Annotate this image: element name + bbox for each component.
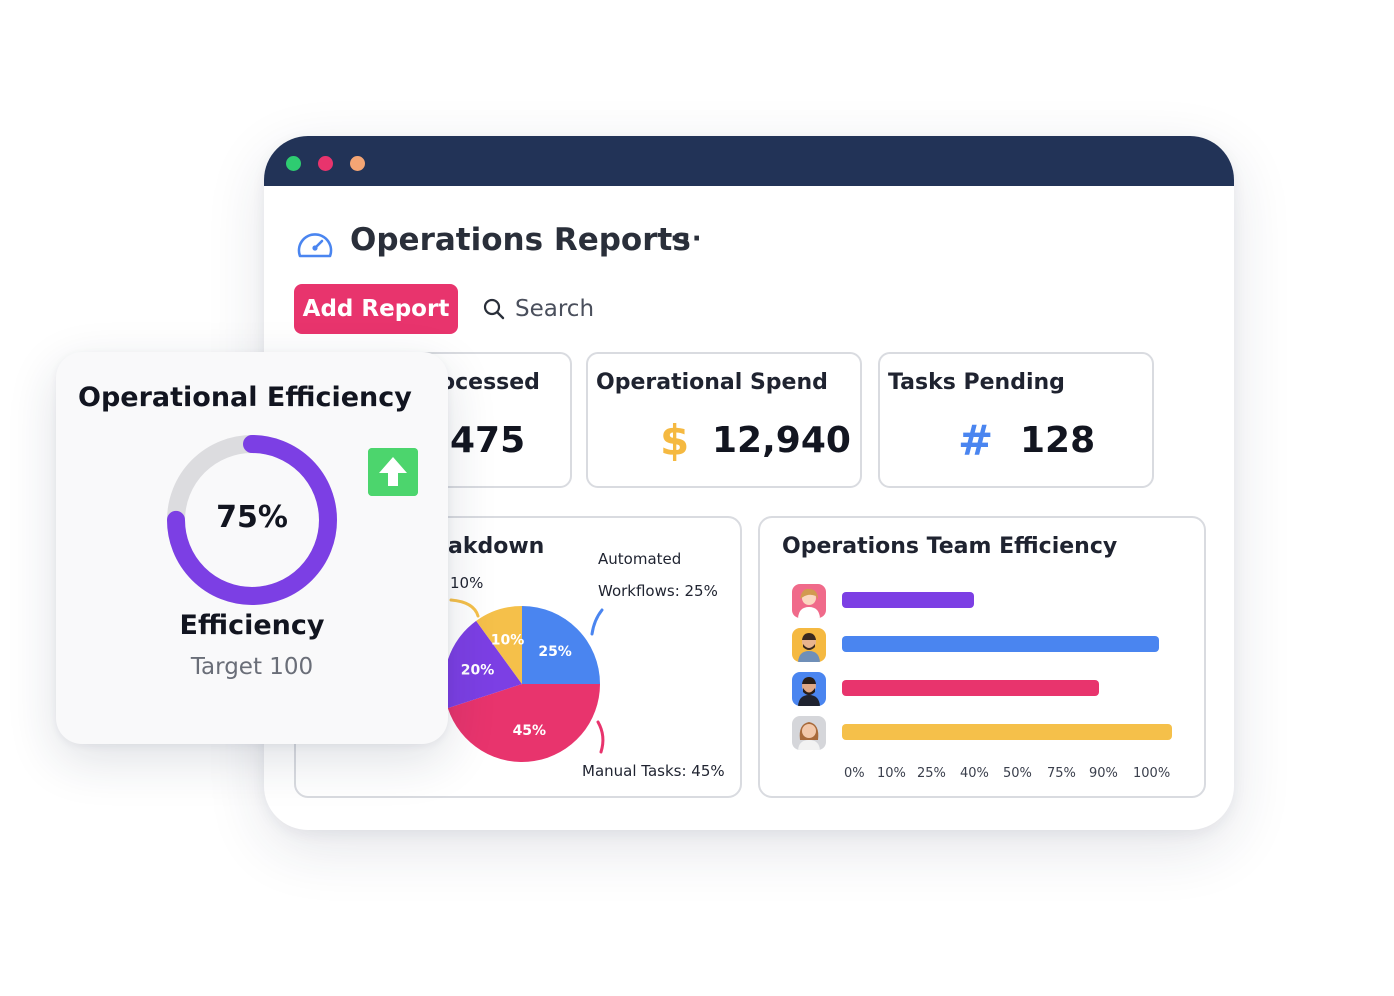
window-close-dot[interactable] [318, 156, 333, 171]
team-efficiency-panel: Operations Team Efficiency [758, 516, 1206, 798]
ten-percent-label: 10% [450, 574, 484, 592]
window-maximize-dot[interactable] [286, 156, 301, 171]
team-member-avatar-2[interactable] [792, 628, 826, 662]
search-label: Search [515, 296, 595, 322]
team-efficiency-bar-4 [842, 724, 1172, 740]
stat-value: 12,940 [712, 420, 851, 461]
manual-tasks-label: Manual Tasks: 45% [582, 762, 725, 780]
breakdown-pie-chart: 25% 45% 20% 10% [444, 598, 605, 762]
dollar-icon: $ [660, 416, 690, 465]
stat-card-tasks-pending: Tasks Pending # 128 [878, 352, 1154, 488]
team-efficiency-bar-2 [842, 636, 1159, 652]
panel-title: Operations Team Efficiency [782, 534, 1118, 559]
window-minimize-dot[interactable] [350, 156, 365, 171]
stat-value: 475 [450, 420, 526, 461]
axis-tick-label: 10% [877, 766, 906, 781]
efficiency-donut-chart [167, 435, 337, 605]
search-icon [483, 298, 505, 320]
stat-title: ocessed [440, 370, 540, 395]
pie-slice-label: 10% [491, 632, 525, 648]
pie-slice-3 [444, 620, 522, 709]
target-label: Target 100 [190, 654, 314, 680]
axis-tick-label: 0% [844, 766, 865, 781]
automated-label-line2: Workflows: 25% [598, 582, 718, 600]
operational-efficiency-card: Operational Efficiency 75% Efficiency Ta… [56, 352, 448, 744]
stat-value: 128 [1020, 420, 1096, 461]
add-report-button[interactable]: Add Report [294, 284, 458, 334]
card-title: Operational Efficiency [78, 382, 412, 413]
efficiency-value: 75% [216, 500, 288, 535]
trend-up-icon[interactable] [368, 448, 418, 496]
team-efficiency-bar-3 [842, 680, 1100, 696]
axis-tick-label: 90% [1089, 766, 1118, 781]
axis-tick-label: 40% [960, 766, 989, 781]
panel-title: akdown [448, 534, 545, 559]
stat-card-operational-spend: Operational Spend $ 12,940 [586, 352, 862, 488]
pie-slice-label: 25% [538, 644, 572, 660]
title-bar [264, 136, 1234, 186]
stat-title: Operational Spend [596, 370, 828, 395]
team-member-avatar-1[interactable] [792, 584, 826, 618]
axis-tick-label: 50% [1003, 766, 1032, 781]
pie-slice-label: 45% [513, 723, 547, 739]
pie-slice-4 [476, 606, 522, 684]
pie-slice-label: 20% [461, 663, 495, 679]
page-title: Operations Reports [350, 222, 691, 258]
team-efficiency-bar-1 [842, 592, 974, 608]
axis-tick-label: 25% [917, 766, 946, 781]
reports-window: Operations Reports ··· Add Report Search… [264, 136, 1234, 830]
more-options-button[interactable]: ··· [670, 224, 703, 254]
search-field[interactable]: Search [482, 292, 594, 326]
gauge-icon [297, 233, 333, 258]
axis-tick-label: 75% [1047, 766, 1076, 781]
pie-slice-1 [522, 606, 600, 684]
axis-tick-label: 100% [1133, 766, 1171, 781]
team-member-avatar-3[interactable] [792, 672, 826, 706]
stat-title: Tasks Pending [888, 370, 1065, 395]
team-member-avatar-4[interactable] [792, 716, 826, 750]
hash-icon: # [958, 416, 994, 465]
pie-slice-2 [447, 684, 600, 762]
automated-label-line1: Automated [598, 550, 682, 568]
efficiency-label: Efficiency [179, 610, 325, 641]
